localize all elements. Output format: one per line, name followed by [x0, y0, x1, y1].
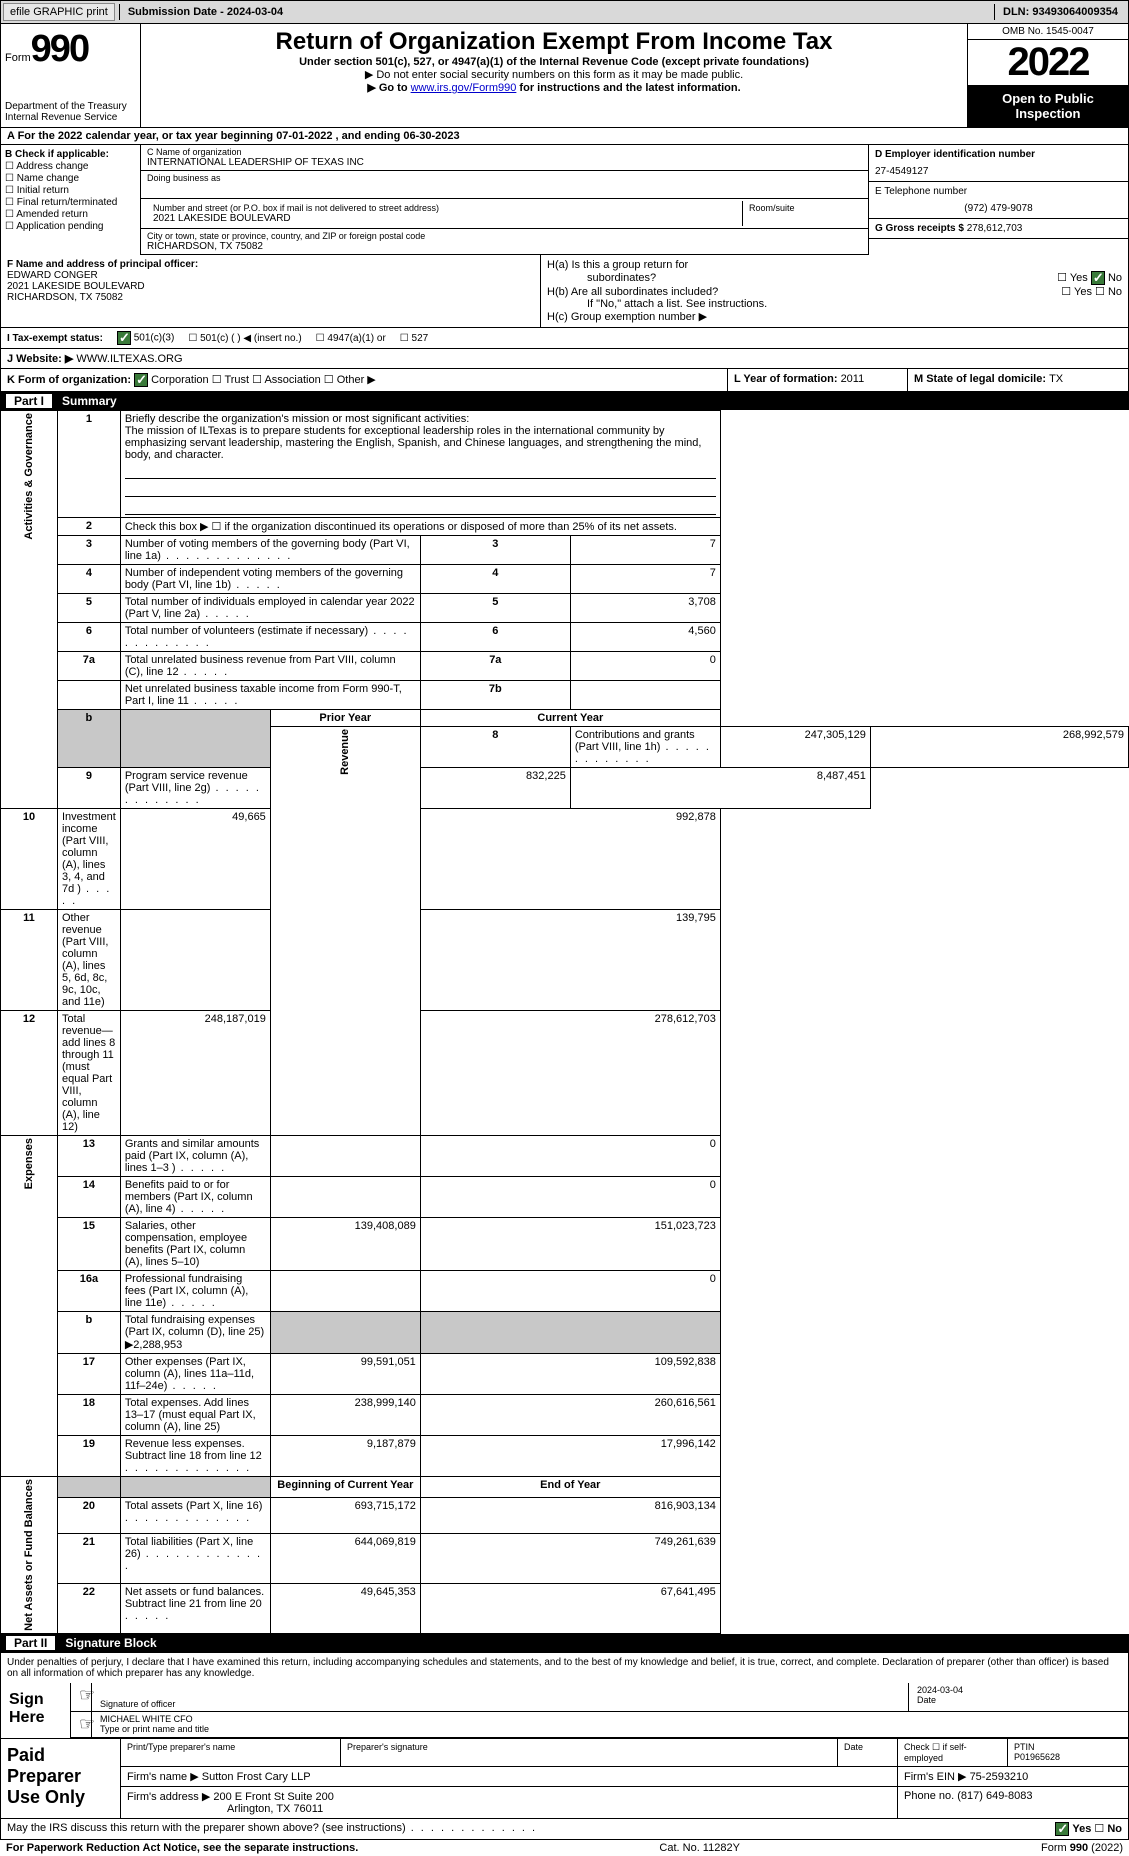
form-title: Return of Organization Exempt From Incom…	[151, 28, 957, 56]
part-2-header: Part IISignature Block	[0, 1634, 1129, 1652]
part-1-header: Part ISummary	[0, 392, 1129, 410]
sign-here-label: Sign Here	[1, 1683, 71, 1738]
form-header: Form990 Department of the Treasury Inter…	[0, 24, 1129, 128]
summary-table: Activities & Governance 1 Briefly descri…	[0, 410, 1129, 1634]
gross-receipts: 278,612,703	[967, 223, 1023, 234]
phone-value: (972) 479-9078	[875, 203, 1122, 214]
form-id: Form 990 (2022)	[1041, 1842, 1123, 1854]
ha-no-checkbox[interactable]	[1091, 271, 1105, 285]
omb-number: OMB No. 1545-0047	[968, 24, 1128, 40]
form-number: 990	[31, 28, 88, 70]
org-name-label: C Name of organization	[147, 147, 862, 157]
officer-addr2: RICHARDSON, TX 75082	[7, 292, 534, 303]
website-row: J Website: ▶ WWW.ILTEXAS.ORG	[0, 349, 1129, 369]
city-state-zip: RICHARDSON, TX 75082	[147, 241, 862, 252]
irs-yes-checkbox[interactable]	[1055, 1822, 1069, 1836]
side-expenses: Expenses	[23, 1138, 35, 1189]
ein-label: D Employer identification number	[875, 149, 1035, 160]
officer-addr1: 2021 LAKESIDE BOULEVARD	[7, 281, 534, 292]
signature-block: Under penalties of perjury, I declare th…	[0, 1652, 1129, 1739]
pointer-icon: ☞	[71, 1712, 91, 1737]
dept-label: Department of the Treasury	[5, 101, 136, 112]
side-net-assets: Net Assets or Fund Balances	[23, 1479, 35, 1631]
form-note-2: ▶ Go to www.irs.gov/Form990 for instruct…	[151, 81, 957, 94]
irs-link[interactable]: www.irs.gov/Form990	[411, 82, 517, 94]
declaration-text: Under penalties of perjury, I declare th…	[1, 1653, 1128, 1683]
side-revenue: Revenue	[339, 729, 351, 775]
form-subtitle: Under section 501(c), 527, or 4947(a)(1)…	[151, 56, 957, 68]
street-label: Number and street (or P.O. box if mail i…	[153, 203, 736, 213]
chk-address-change[interactable]: ☐ Address change	[5, 161, 136, 172]
chk-amended[interactable]: ☐ Amended return	[5, 209, 136, 220]
footer: For Paperwork Reduction Act Notice, see …	[0, 1840, 1129, 1856]
form-org-row: K Form of organization: Corporation ☐ Tr…	[0, 369, 1129, 392]
irs-label: Internal Revenue Service	[5, 112, 136, 123]
chk-corporation[interactable]	[134, 373, 148, 387]
website-value: WWW.ILTEXAS.ORG	[73, 353, 182, 365]
row-f-h: F Name and address of principal officer:…	[0, 255, 1129, 328]
paperwork-notice: For Paperwork Reduction Act Notice, see …	[6, 1842, 358, 1854]
street-address: 2021 LAKESIDE BOULEVARD	[153, 213, 736, 224]
ein-value: 27-4549127	[875, 166, 1122, 177]
submission-date: Submission Date - 2024-03-04	[119, 4, 994, 20]
dln: DLN: 93493064009354	[994, 4, 1126, 20]
paid-preparer-title: Paid Preparer Use Only	[1, 1739, 121, 1818]
gross-receipts-label: G Gross receipts $	[875, 223, 967, 234]
irs-discuss-row: May the IRS discuss this return with the…	[0, 1819, 1129, 1840]
tax-exempt-row: I Tax-exempt status: 501(c)(3) ☐ 501(c) …	[0, 328, 1129, 349]
city-label: City or town, state or province, country…	[147, 231, 862, 241]
room-suite-label: Room/suite	[742, 201, 862, 226]
form-note-1: ▶ Do not enter social security numbers o…	[151, 68, 957, 81]
officer-name: EDWARD CONGER	[7, 270, 534, 281]
phone-label: E Telephone number	[875, 186, 967, 197]
form-label: Form	[5, 52, 31, 64]
cat-no: Cat. No. 11282Y	[659, 1842, 740, 1854]
efile-print-button[interactable]: efile GRAPHIC print	[3, 3, 115, 21]
dba-label: Doing business as	[147, 173, 862, 183]
org-name: INTERNATIONAL LEADERSHIP OF TEXAS INC	[147, 157, 862, 168]
section-b-c-d: B Check if applicable: ☐ Address change …	[0, 145, 1129, 255]
chk-final-return[interactable]: ☐ Final return/terminated	[5, 197, 136, 208]
top-bar: efile GRAPHIC print Submission Date - 20…	[0, 0, 1129, 24]
col-b-checkboxes: B Check if applicable: ☐ Address change …	[1, 145, 141, 255]
paid-preparer-block: Paid Preparer Use Only Print/Type prepar…	[0, 1739, 1129, 1819]
chk-501c3[interactable]	[117, 331, 131, 345]
side-activities: Activities & Governance	[23, 413, 35, 540]
chk-name-change[interactable]: ☐ Name change	[5, 173, 136, 184]
chk-initial-return[interactable]: ☐ Initial return	[5, 185, 136, 196]
open-inspection: Open to Public Inspection	[968, 85, 1128, 127]
officer-label: F Name and address of principal officer:	[7, 259, 198, 270]
tax-year: 2022	[968, 40, 1128, 85]
pointer-icon: ☞	[71, 1683, 91, 1711]
chk-application-pending[interactable]: ☐ Application pending	[5, 221, 136, 232]
row-a-tax-year: A For the 2022 calendar year, or tax yea…	[0, 128, 1129, 145]
